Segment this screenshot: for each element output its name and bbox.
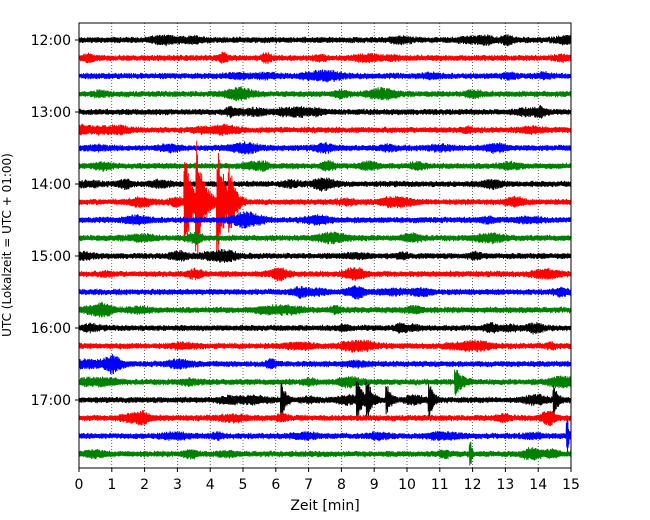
trace-1730 xyxy=(78,420,572,454)
x-tick-label: 11 xyxy=(431,477,449,493)
trace-1245 xyxy=(78,86,572,102)
trace-1330 xyxy=(78,141,572,155)
plot-frame xyxy=(78,22,572,469)
x-tick-label: 14 xyxy=(529,477,547,493)
y-axis-label: UTC (Lokalzeit = UTC + 01:00) xyxy=(0,153,14,337)
trace-1230 xyxy=(78,69,572,83)
trace-1715 xyxy=(78,410,572,426)
trace-1445 xyxy=(78,231,572,245)
grid-lines xyxy=(111,23,539,468)
y-axis-ticks: 12:00 13:00 14:00 15:00 16:00 17:00 xyxy=(31,33,79,409)
x-tick-label: 12 xyxy=(464,477,482,493)
trace-1215 xyxy=(78,51,572,64)
x-axis-label: Zeit [min] xyxy=(290,498,359,514)
trace-1600 xyxy=(78,321,572,335)
trace-1745 xyxy=(78,441,572,466)
trace-1630 xyxy=(78,354,572,375)
trace-1500 xyxy=(78,249,572,263)
x-tick-label: 4 xyxy=(206,477,215,493)
y-tick-label: 16:00 xyxy=(31,321,71,337)
x-axis-ticks: 0 1 2 3 4 5 6 7 8 9 10 11 12 13 14 15 xyxy=(75,468,580,493)
x-tick-label: 7 xyxy=(304,477,313,493)
trace-1645 xyxy=(78,369,572,396)
trace-1415 xyxy=(78,140,572,259)
x-tick-label: 15 xyxy=(562,477,580,493)
y-tick-label: 12:00 xyxy=(31,33,71,49)
x-tick-label: 10 xyxy=(398,477,416,493)
x-tick-label: 13 xyxy=(496,477,514,493)
x-tick-label: 6 xyxy=(271,477,280,493)
y-tick-label: 15:00 xyxy=(31,249,71,265)
trace-1200 xyxy=(78,34,572,47)
trace-1545 xyxy=(78,301,572,318)
trace-1700 xyxy=(78,380,572,419)
trace-1315 xyxy=(78,123,572,136)
y-tick-label: 14:00 xyxy=(31,177,71,193)
trace-1615 xyxy=(78,339,572,353)
x-tick-label: 5 xyxy=(239,477,248,493)
trace-1400 xyxy=(78,177,572,192)
x-tick-label: 2 xyxy=(140,477,149,493)
trace-1345 xyxy=(78,160,572,172)
trace-1300 xyxy=(78,105,572,119)
x-tick-label: 8 xyxy=(337,477,346,493)
x-tick-label: 0 xyxy=(75,477,84,493)
y-tick-label: 13:00 xyxy=(31,105,71,121)
x-tick-label: 3 xyxy=(173,477,182,493)
x-tick-label: 9 xyxy=(370,477,379,493)
trace-1430 xyxy=(78,211,572,229)
y-tick-label: 17:00 xyxy=(31,393,71,409)
trace-1530 xyxy=(78,284,572,300)
seismic-traces xyxy=(78,34,572,466)
x-tick-label: 1 xyxy=(107,477,116,493)
trace-1515 xyxy=(78,267,572,282)
